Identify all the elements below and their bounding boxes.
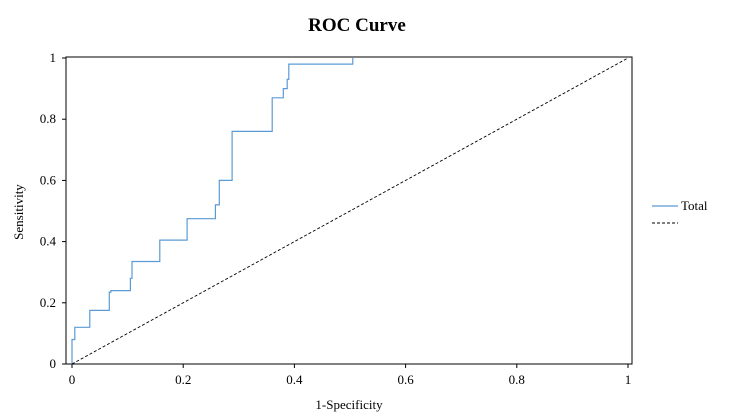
x-tick-label: 0.4 (286, 372, 303, 387)
x-tick-label: 0.2 (175, 372, 191, 387)
x-tick-label: 0.6 (397, 372, 414, 387)
y-axis-ticks: 0 0.2 0.4 0.6 0.8 1 (40, 50, 66, 371)
y-axis-label: Sensitivity (11, 184, 26, 240)
roc-curve-line-total (71, 58, 354, 364)
x-tick-label: 1 (625, 372, 632, 387)
reference-diagonal-line (71, 57, 629, 365)
legend-label: Total (681, 198, 708, 213)
x-axis-label: 1-Specificity (315, 397, 383, 412)
series-layer (71, 57, 629, 365)
y-tick-label: 0.6 (40, 172, 57, 187)
y-tick-label: 0.4 (40, 234, 57, 249)
y-tick-label: 0.8 (40, 111, 56, 126)
x-tick-label: 0.8 (509, 372, 525, 387)
x-axis-ticks: 0 0.2 0.4 0.6 0.8 1 (69, 364, 632, 387)
x-tick-label: 0 (69, 372, 76, 387)
y-tick-label: 0 (50, 356, 57, 371)
chart-title: ROC Curve (308, 15, 406, 36)
plot-frame (65, 56, 633, 365)
legend: Total (652, 198, 708, 224)
y-tick-label: 1 (50, 50, 57, 65)
y-tick-label: 0.2 (40, 295, 56, 310)
